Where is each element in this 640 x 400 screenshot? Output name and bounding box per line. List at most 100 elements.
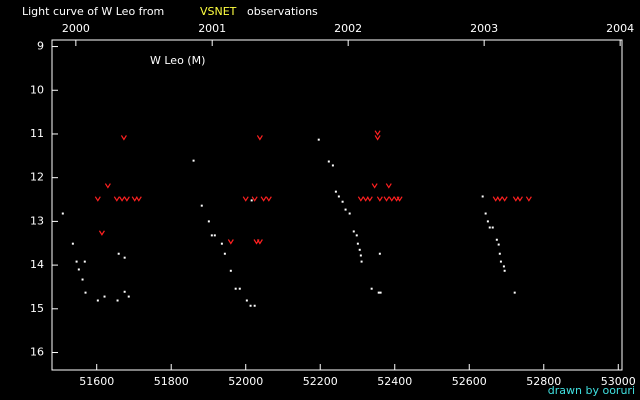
observation-point — [96, 299, 99, 302]
observation-point — [317, 138, 320, 141]
x2-tick-label: 2003 — [470, 22, 498, 35]
observation-point — [103, 295, 106, 298]
observation-point — [352, 230, 355, 233]
observation-point — [486, 220, 489, 223]
upper-limit-marker — [374, 130, 381, 136]
upper-limit-marker — [512, 196, 519, 202]
upper-limit-marker — [525, 196, 532, 202]
chart-title-source: VSNET — [200, 5, 237, 18]
observation-point — [360, 260, 363, 263]
observation-point — [123, 256, 126, 259]
x2-tick-label: 2001 — [198, 22, 226, 35]
upper-limit-marker — [496, 196, 503, 202]
chart-title-suffix: observations — [247, 5, 318, 18]
observation-point — [355, 234, 358, 237]
observation-point — [379, 291, 382, 294]
observation-point — [84, 291, 87, 294]
observation-point — [234, 287, 237, 290]
upper-limit-marker — [135, 196, 142, 202]
observation-point — [513, 291, 516, 294]
upper-limit-marker — [260, 196, 267, 202]
observation-point — [61, 212, 64, 215]
x-tick-label: 52200 — [303, 375, 338, 388]
observation-point — [210, 234, 213, 237]
observation-point — [370, 287, 373, 290]
upper-limit-marker — [516, 196, 523, 202]
observation-point — [200, 204, 203, 207]
observation-point — [213, 234, 216, 237]
upper-limit-marker — [227, 239, 234, 245]
x-tick-label: 52000 — [228, 375, 263, 388]
upper-limit-marker — [376, 196, 383, 202]
y-tick-label: 10 — [30, 83, 44, 96]
observation-point — [327, 160, 330, 163]
observation-point — [484, 212, 487, 215]
credit: drawn by ooruri — [548, 384, 635, 397]
observation-point — [495, 238, 498, 241]
observation-point — [192, 159, 195, 162]
x2-tick-label: 2000 — [62, 22, 90, 35]
upper-limit-marker — [123, 196, 130, 202]
y-tick-label: 16 — [30, 346, 44, 359]
observation-point — [356, 242, 359, 245]
observation-point — [499, 260, 502, 263]
upper-limit-marker — [120, 135, 127, 141]
observation-point — [229, 269, 232, 272]
x-tick-label: 51600 — [79, 375, 114, 388]
observation-point — [497, 243, 500, 246]
observation-point — [238, 287, 241, 290]
observation-point — [348, 212, 351, 215]
observation-point — [491, 226, 494, 229]
observation-point — [359, 254, 362, 257]
chart-title: Light curve of W Leo from — [22, 5, 164, 18]
upper-limit-marker — [104, 183, 111, 189]
upper-limit-marker — [98, 230, 105, 236]
upper-limit-marker — [131, 196, 138, 202]
x-tick-label: 52400 — [377, 375, 412, 388]
y-tick-label: 13 — [30, 214, 44, 227]
upper-limit-marker — [501, 196, 508, 202]
observation-point — [337, 195, 340, 198]
upper-limit-marker — [385, 183, 392, 189]
observation-point — [488, 226, 491, 229]
observation-point — [117, 252, 120, 255]
upper-limit-marker — [362, 196, 369, 202]
upper-limit-marker — [374, 135, 381, 141]
upper-limit-marker — [242, 196, 249, 202]
plot-frame — [51, 39, 623, 371]
observation-point — [223, 252, 226, 255]
upper-limit-marker — [256, 239, 263, 245]
upper-limit-marker — [251, 196, 258, 202]
observation-point — [77, 268, 80, 271]
upper-limit-marker — [366, 196, 373, 202]
observation-point — [245, 299, 248, 302]
upper-limit-marker — [94, 196, 101, 202]
observation-point — [123, 290, 126, 293]
observation-point — [377, 291, 380, 294]
observation-point — [344, 208, 347, 211]
y-tick-label: 9 — [37, 40, 44, 53]
x-tick-label: 53000 — [601, 375, 636, 388]
upper-limit-marker — [492, 196, 499, 202]
observation-point — [331, 164, 334, 167]
observation-point — [249, 304, 252, 307]
y-tick-label: 12 — [30, 171, 44, 184]
upper-limit-marker — [371, 183, 378, 189]
observation-point — [334, 190, 337, 193]
upper-limit-marker — [388, 196, 395, 202]
observation-point — [81, 278, 84, 281]
observation-point — [378, 252, 381, 255]
observation-point — [502, 265, 505, 268]
observation-point — [127, 295, 130, 298]
y-tick-label: 11 — [30, 127, 44, 140]
observation-point — [71, 242, 74, 245]
x-tick-label: 51800 — [154, 375, 189, 388]
x-tick-label: 52800 — [526, 375, 561, 388]
observation-point — [503, 269, 506, 272]
upper-limit-marker — [256, 135, 263, 141]
observation-point — [481, 195, 484, 198]
y-tick-label: 15 — [30, 302, 44, 315]
observation-point — [75, 260, 78, 263]
x2-tick-label: 2004 — [606, 22, 634, 35]
